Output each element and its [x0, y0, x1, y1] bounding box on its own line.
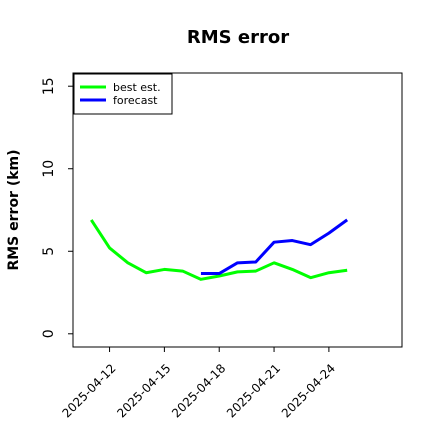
- y-tick-label: 5: [41, 247, 57, 256]
- legend-label: best est.: [113, 81, 161, 94]
- x-tick-label: 2025-04-15: [114, 361, 173, 420]
- series-line-best-est: [90, 219, 348, 281]
- x-tick-label: 2025-04-21: [224, 361, 283, 420]
- y-tick-label: 15: [41, 77, 57, 95]
- legend-box: [73, 73, 173, 115]
- y-axis: 0 5 10 15: [41, 77, 73, 338]
- x-tick-label: 2025-04-24: [279, 361, 338, 420]
- x-tick-label: 2025-04-12: [59, 361, 118, 420]
- legend-label: forecast: [113, 94, 158, 107]
- x-axis: 2025-04-122025-04-152025-04-182025-04-21…: [59, 347, 338, 420]
- y-tick-label: 0: [41, 329, 57, 338]
- x-tick-label: 2025-04-18: [169, 361, 228, 420]
- series-lines: [90, 218, 349, 281]
- y-axis-label: RMS error (km): [6, 149, 22, 270]
- chart-title: RMS error: [187, 27, 289, 48]
- series-line-forecast: [200, 218, 349, 276]
- legend: best est.forecast: [73, 73, 173, 115]
- plot-frame: [72, 72, 403, 348]
- y-tick-label: 10: [41, 160, 57, 178]
